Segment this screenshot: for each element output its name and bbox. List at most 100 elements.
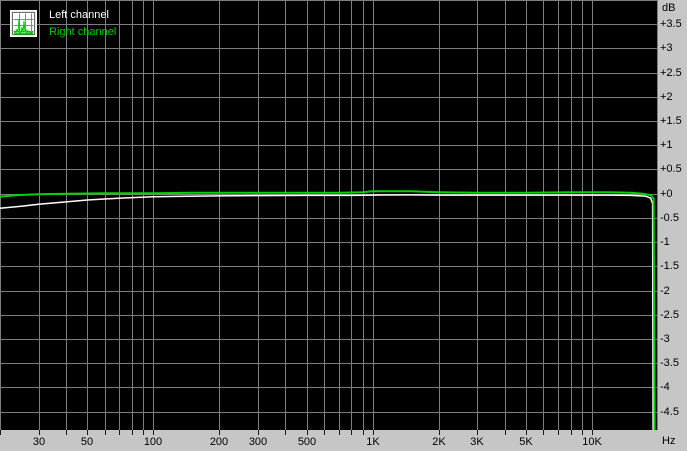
grid-line-vertical <box>505 0 506 430</box>
grid-line-vertical <box>657 0 658 430</box>
grid-line-horizontal <box>0 412 658 413</box>
y-axis-tick-label: -1 <box>660 236 670 248</box>
curve-left-channel <box>0 194 654 430</box>
x-axis-panel: 30 50 100 200 300 500 1K 2K 3K 5K 10K <box>0 430 658 451</box>
grid-line-vertical <box>543 0 544 430</box>
grid-line-vertical <box>87 0 88 430</box>
x-axis-tick <box>363 430 364 435</box>
plot-area: Left channel Right channel <box>0 0 658 430</box>
grid-line-vertical <box>477 0 478 430</box>
x-axis-tick-label: 100 <box>143 436 163 448</box>
grid-line-horizontal <box>0 266 658 267</box>
grid-line-vertical <box>39 0 40 430</box>
grid-line-horizontal <box>0 242 658 243</box>
y-axis-tick-label: +0.5 <box>660 163 682 175</box>
grid-line-vertical <box>307 0 308 430</box>
x-axis-tick <box>66 430 67 435</box>
x-axis-unit-label: Hz <box>662 435 676 447</box>
grid-line-horizontal <box>0 48 658 49</box>
grid-line-vertical <box>219 0 220 430</box>
legend-right-channel-label: Right channel <box>49 26 117 38</box>
y-axis-tick-label: -3 <box>660 333 670 345</box>
grid-line-horizontal <box>0 218 658 219</box>
grid-line-vertical <box>363 0 364 430</box>
y-axis-tick-label: +2 <box>660 91 673 103</box>
legend: Left channel Right channel <box>10 8 230 48</box>
x-axis-tick-label: 5K <box>519 436 533 448</box>
grid-line-horizontal <box>0 194 658 195</box>
grid-line-vertical <box>143 0 144 430</box>
grid-line-vertical <box>592 0 593 430</box>
y-axis-tick-label: +3 <box>660 42 673 54</box>
x-axis-tick-label: 200 <box>209 436 229 448</box>
y-axis-tick-label: -2 <box>660 285 670 297</box>
grid-line-horizontal <box>0 387 658 388</box>
grid-line-vertical <box>0 0 1 430</box>
x-axis-tick <box>582 430 583 435</box>
y-axis-tick-label: +1.5 <box>660 115 682 127</box>
curve-right-channel <box>0 190 656 430</box>
grid-line-vertical <box>526 0 527 430</box>
x-axis-tick <box>143 430 144 435</box>
x-axis-tick-label: 10K <box>582 436 602 448</box>
x-axis-tick-label: 3K <box>470 436 484 448</box>
grid-line-vertical <box>132 0 133 430</box>
x-axis-tick-label: 2K <box>432 436 446 448</box>
x-axis-tick <box>285 430 286 435</box>
x-axis-tick <box>339 430 340 435</box>
grid-line-vertical <box>351 0 352 430</box>
x-axis-tick <box>119 430 120 435</box>
grid-line-horizontal <box>0 24 658 25</box>
grid-line-horizontal <box>0 363 658 364</box>
x-axis-tick <box>258 430 259 435</box>
y-axis-tick-label: +0 <box>660 188 673 200</box>
x-axis-tick <box>153 430 154 435</box>
grid-line-vertical <box>373 0 374 430</box>
grid-line-vertical <box>439 0 440 430</box>
grid-line-vertical <box>582 0 583 430</box>
x-axis-tick <box>477 430 478 435</box>
grid-line-vertical <box>153 0 154 430</box>
x-axis-tick-label: 30 <box>32 436 46 448</box>
x-axis-tick <box>219 430 220 435</box>
x-axis-tick <box>526 430 527 435</box>
grid-line-horizontal <box>0 169 658 170</box>
grid-line-vertical <box>105 0 106 430</box>
grid-line-vertical <box>258 0 259 430</box>
x-axis-tick <box>132 430 133 435</box>
grid-line-vertical <box>66 0 67 430</box>
x-axis-tick <box>0 430 1 435</box>
y-axis-tick-label: +3.5 <box>660 18 682 30</box>
grid-line-horizontal <box>0 0 658 1</box>
x-axis-tick <box>87 430 88 435</box>
y-axis-unit-label: dB <box>662 2 676 14</box>
x-axis-tick <box>592 430 593 435</box>
y-axis-tick-label: +1 <box>660 139 673 151</box>
grid-line-vertical <box>119 0 120 430</box>
grid-line-horizontal <box>0 97 658 98</box>
grid-line-vertical <box>558 0 559 430</box>
y-axis-tick-label: -2.5 <box>660 309 679 321</box>
x-axis-tick <box>505 430 506 435</box>
legend-left-channel-label: Left channel <box>49 9 109 21</box>
y-axis-tick-label: -1.5 <box>660 260 679 272</box>
x-axis-tick-label: 1K <box>366 436 380 448</box>
x-axis-tick <box>39 430 40 435</box>
x-axis-tick-label: 500 <box>297 436 317 448</box>
x-axis-tick <box>105 430 106 435</box>
grid-line-horizontal <box>0 291 658 292</box>
curves-layer <box>0 190 656 430</box>
x-axis-tick <box>558 430 559 435</box>
x-axis-tick <box>373 430 374 435</box>
x-axis-tick-label: 300 <box>248 436 268 448</box>
x-axis-tick <box>543 430 544 435</box>
grid-line-horizontal <box>0 339 658 340</box>
grid-line-horizontal <box>0 315 658 316</box>
x-axis-tick <box>307 430 308 435</box>
grid-line-vertical <box>324 0 325 430</box>
x-axis-tick <box>324 430 325 435</box>
y-axis-tick-label: -0.5 <box>660 212 679 224</box>
y-axis-tick-label: -3.5 <box>660 357 679 369</box>
x-axis-tick <box>351 430 352 435</box>
